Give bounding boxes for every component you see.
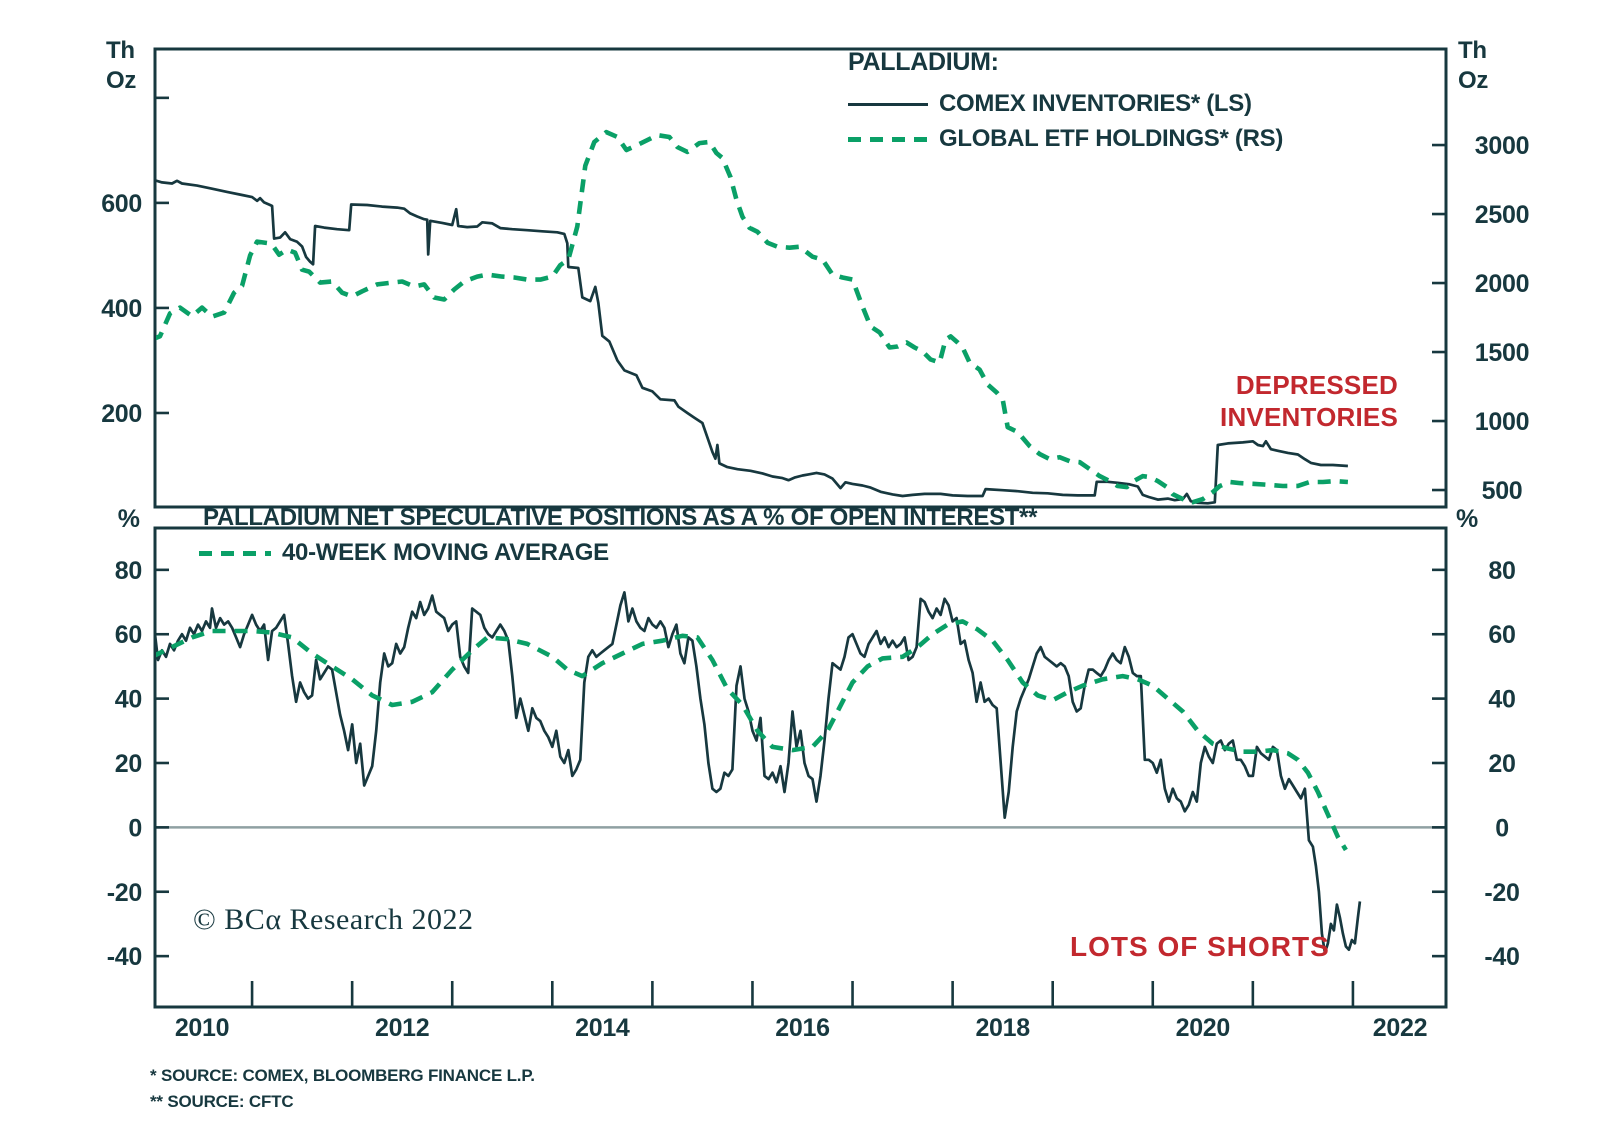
right-axis-tick-label: 60 — [1488, 621, 1515, 649]
right-axis-tick-label: 1500 — [1475, 339, 1529, 367]
top-legend: PALLADIUM: COMEX INVENTORIES* (LS) GLOBA… — [848, 48, 1283, 153]
right-axis-tick-label: 500 — [1482, 477, 1523, 505]
bottom-left-axis-unit: % — [117, 505, 140, 533]
footnote-source-comex: * SOURCE: COMEX, BLOOMBERG FINANCE L.P. — [150, 1066, 535, 1085]
left-axis-tick-label: 20 — [115, 750, 142, 778]
panel-border — [153, 47, 1448, 509]
right-axis-tick-label: 20 — [1488, 750, 1515, 778]
x-axis-year-label: 2018 — [975, 1014, 1030, 1042]
bottom-legend: 40-WEEK MOVING AVERAGE — [199, 539, 609, 567]
x-axis-year-label: 2012 — [375, 1014, 429, 1042]
right-axis-tick-label: 40 — [1488, 686, 1515, 714]
legend-item-etf: GLOBAL ETF HOLDINGS* (RS) — [848, 125, 1283, 153]
x-axis-year-label: 2010 — [175, 1014, 229, 1042]
lots-of-shorts-annotation: LOTS OF SHORTS — [1070, 931, 1330, 962]
x-axis-year-label: 2022 — [1373, 1014, 1427, 1042]
bottom-right-axis-unit: % — [1456, 505, 1479, 533]
right-axis-tick-label: 0 — [1495, 814, 1509, 842]
legend-item-comex: COMEX INVENTORIES* (LS) — [848, 90, 1283, 118]
dashed-line-sample-icon — [199, 550, 271, 556]
x-axis-year-label: 2016 — [775, 1014, 829, 1042]
right-axis-tick-label: 2000 — [1475, 270, 1529, 298]
right-axis-tick-label: 80 — [1488, 557, 1515, 585]
right-axis-tick-label: -20 — [1484, 879, 1519, 907]
top-left-axis-unit: Th Oz — [106, 37, 137, 94]
global-etf-holdings-rs-line — [156, 129, 1349, 505]
right-axis-tick-label: 1000 — [1475, 408, 1529, 436]
left-axis-tick-label: -20 — [107, 879, 142, 907]
depressed-inventories-annotation: DEPRESSED INVENTORIES — [1220, 370, 1398, 432]
net-speculative-positions-line — [156, 591, 1362, 955]
x-axis-year-label: 2014 — [575, 1014, 630, 1042]
solid-line-sample-icon — [848, 102, 928, 106]
left-axis-tick-label: 400 — [101, 295, 142, 323]
footnote-source-cftc: ** SOURCE: CFTC — [150, 1092, 294, 1111]
legend-label-moving-average: 40-WEEK MOVING AVERAGE — [282, 539, 609, 566]
panel-border — [153, 526, 1448, 1009]
left-axis-tick-label: 200 — [101, 400, 142, 428]
top-right-axis-unit: Th Oz — [1458, 37, 1489, 94]
left-axis-tick-label: -40 — [107, 943, 142, 971]
comex-inventories-ls-line — [156, 179, 1348, 505]
right-axis-tick-label: -40 — [1484, 943, 1519, 971]
left-axis-tick-label: 40 — [115, 686, 142, 714]
right-axis-tick-label: 2500 — [1475, 201, 1529, 229]
legend-label-comex: COMEX INVENTORIES* (LS) — [939, 90, 1252, 117]
40-week-moving-average-line — [156, 619, 1348, 852]
legend-label-etf: GLOBAL ETF HOLDINGS* (RS) — [939, 125, 1284, 152]
left-axis-tick-label: 0 — [128, 814, 142, 842]
left-axis-tick-label: 60 — [115, 621, 142, 649]
dashed-line-sample-icon — [848, 136, 928, 142]
copyright: © BCα Research 2022 — [193, 903, 474, 936]
left-axis-tick-label: 80 — [115, 557, 142, 585]
x-axis-year-label: 2020 — [1176, 1014, 1230, 1042]
top-legend-title: PALLADIUM: — [848, 48, 999, 76]
right-axis-tick-label: 3000 — [1475, 132, 1529, 160]
left-axis-tick-label: 600 — [101, 190, 142, 218]
bottom-panel-title: PALLADIUM NET SPECULATIVE POSITIONS AS A… — [203, 504, 1038, 531]
